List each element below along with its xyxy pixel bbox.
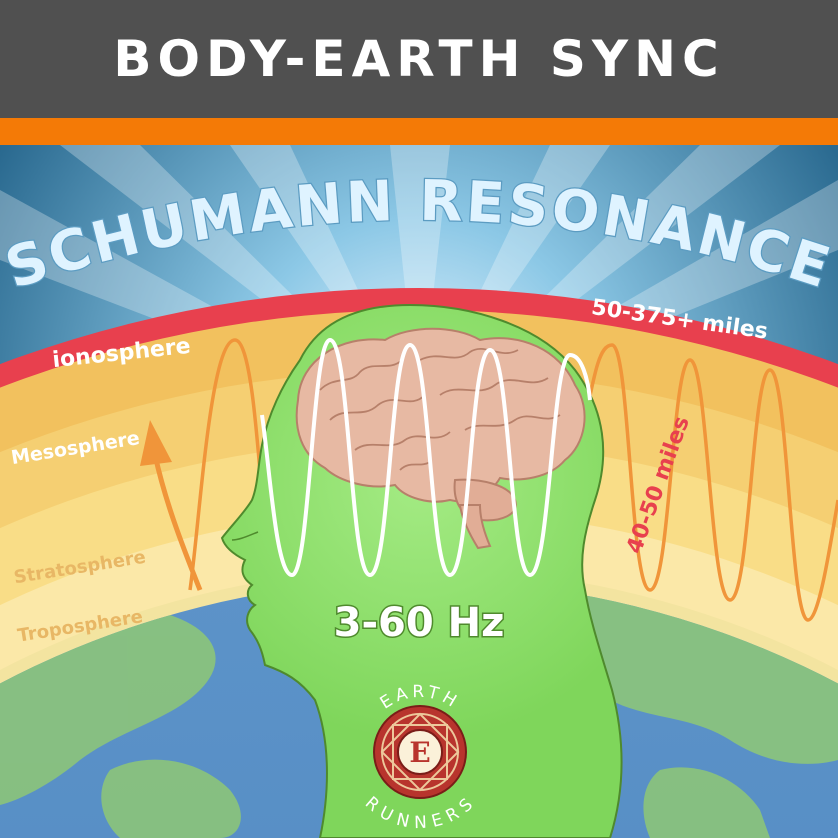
page-title: BODY-EARTH SYNC: [113, 30, 725, 88]
logo-monogram: E: [409, 736, 430, 769]
logo-center: [397, 729, 443, 775]
frequency-label: 3-60 Hz: [334, 600, 505, 646]
header-bar: BODY-EARTH SYNC: [0, 0, 838, 118]
resonance-wave-white: [260, 337, 592, 578]
up-arrow-icon: [140, 420, 203, 591]
mouth-line: [231, 531, 259, 541]
brain-icon: [295, 327, 586, 550]
accent-stripe: [0, 118, 838, 145]
